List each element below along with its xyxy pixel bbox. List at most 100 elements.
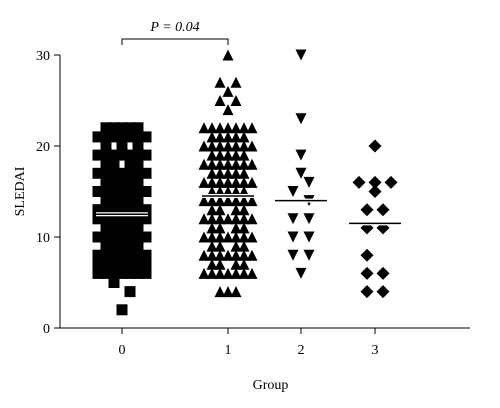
triangle-up-marker bbox=[206, 140, 218, 152]
triangle-up-marker bbox=[214, 222, 226, 234]
triangle-up-marker bbox=[214, 240, 226, 252]
triangle-down-marker bbox=[287, 213, 299, 225]
square-marker bbox=[100, 204, 112, 216]
triangle-down-marker bbox=[303, 249, 315, 261]
square-marker bbox=[100, 131, 112, 143]
square-marker bbox=[116, 186, 128, 197]
triangle-up-marker bbox=[230, 222, 242, 234]
y-tick-label: 20 bbox=[36, 140, 50, 155]
square-marker bbox=[124, 167, 136, 179]
square-marker bbox=[108, 267, 120, 279]
diamond-marker bbox=[360, 248, 374, 262]
triangle-up-marker bbox=[230, 258, 242, 270]
triangle-up-marker bbox=[214, 249, 226, 261]
triangle-down-marker bbox=[303, 213, 315, 225]
triangle-up-marker bbox=[206, 240, 218, 252]
triangle-down-marker bbox=[295, 49, 307, 61]
diamond-marker bbox=[376, 203, 390, 217]
square-marker bbox=[132, 213, 144, 225]
diamond-marker bbox=[376, 266, 390, 280]
triangle-down-marker bbox=[295, 113, 307, 125]
triangle-up-marker bbox=[230, 240, 242, 252]
triangle-up-marker bbox=[206, 231, 218, 243]
triangle-up-marker bbox=[246, 231, 258, 243]
square-marker bbox=[132, 222, 144, 234]
triangle-up-marker bbox=[214, 286, 226, 298]
triangle-down-marker bbox=[303, 176, 315, 188]
triangle-up-marker bbox=[238, 249, 250, 261]
triangle-up-marker bbox=[230, 231, 242, 243]
diamond-marker bbox=[384, 175, 398, 189]
square-marker bbox=[140, 167, 152, 179]
square-marker bbox=[116, 131, 128, 143]
square-marker bbox=[132, 149, 144, 161]
annotation: P = 0.04 bbox=[121, 20, 229, 45]
square-marker bbox=[108, 176, 120, 188]
triangle-up-marker bbox=[238, 240, 250, 252]
square-marker bbox=[140, 204, 152, 216]
square-marker bbox=[100, 267, 112, 279]
triangle-up-marker bbox=[206, 222, 218, 234]
square-marker bbox=[108, 222, 120, 234]
square-marker bbox=[92, 213, 104, 225]
triangle-up-marker bbox=[198, 122, 210, 134]
square-marker bbox=[92, 267, 104, 279]
square-marker bbox=[132, 167, 144, 179]
square-marker bbox=[92, 258, 104, 270]
square-marker bbox=[92, 167, 104, 179]
square-marker bbox=[108, 213, 120, 225]
square-marker bbox=[92, 249, 104, 261]
square-marker bbox=[132, 231, 144, 243]
triangle-up-marker bbox=[238, 222, 250, 234]
triangle-up-marker bbox=[222, 85, 234, 97]
x-axis-title: Group bbox=[253, 378, 289, 393]
square-marker bbox=[140, 213, 152, 225]
median-lines bbox=[96, 194, 401, 226]
square-marker bbox=[108, 149, 120, 161]
square-marker bbox=[108, 195, 120, 207]
triangle-up-marker bbox=[214, 204, 226, 216]
y-tick-label: 30 bbox=[36, 49, 50, 64]
triangle-up-marker bbox=[238, 176, 250, 188]
square-marker bbox=[100, 240, 112, 252]
square-marker bbox=[108, 167, 120, 179]
triangle-down-marker bbox=[287, 186, 299, 197]
triangle-up-marker bbox=[230, 167, 242, 179]
triangle-up-marker bbox=[206, 258, 218, 270]
square-marker bbox=[116, 249, 128, 261]
square-marker bbox=[100, 167, 112, 179]
square-marker bbox=[140, 249, 152, 261]
triangle-up-marker bbox=[206, 204, 218, 216]
square-marker bbox=[108, 158, 120, 170]
triangle-up-marker bbox=[238, 204, 250, 216]
square-marker bbox=[140, 149, 152, 161]
square-marker bbox=[116, 213, 128, 225]
triangle-up-marker bbox=[206, 149, 218, 161]
diamond-marker bbox=[368, 175, 382, 189]
triangle-up-marker bbox=[214, 213, 226, 225]
square-marker bbox=[132, 267, 144, 279]
square-marker bbox=[116, 204, 128, 216]
square-marker bbox=[100, 222, 112, 234]
square-marker bbox=[108, 204, 120, 216]
square-marker bbox=[124, 176, 136, 188]
triangle-up-marker bbox=[230, 76, 242, 88]
triangle-up-marker bbox=[214, 140, 226, 152]
triangle-up-marker bbox=[238, 195, 250, 207]
triangle-up-marker bbox=[230, 176, 242, 188]
triangle-up-marker bbox=[206, 122, 218, 134]
square-marker bbox=[124, 286, 136, 298]
square-marker bbox=[124, 131, 136, 143]
triangle-up-marker bbox=[214, 195, 226, 207]
triangle-up-marker bbox=[214, 122, 226, 134]
square-marker bbox=[100, 231, 112, 243]
y-axis-title: SLEDAI bbox=[13, 166, 28, 216]
triangle-up-marker bbox=[214, 131, 226, 143]
triangle-down-marker bbox=[295, 267, 307, 279]
triangle-up-marker bbox=[198, 158, 210, 170]
square-marker bbox=[124, 240, 136, 252]
triangle-up-marker bbox=[222, 231, 234, 243]
square-marker bbox=[100, 249, 112, 261]
triangle-up-marker bbox=[222, 195, 234, 207]
